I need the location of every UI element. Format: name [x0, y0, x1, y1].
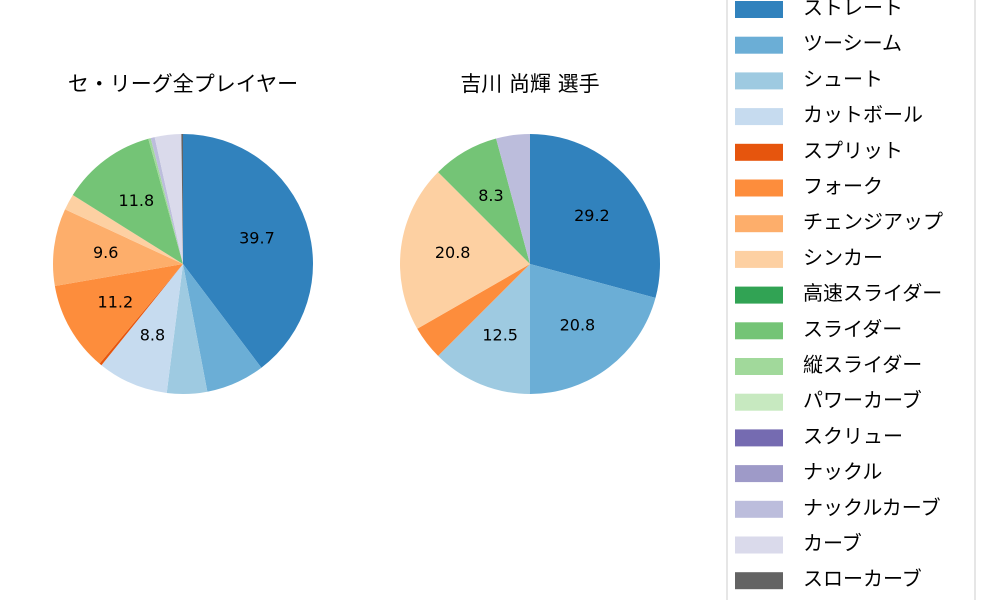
value-label: 8.3 [478, 186, 503, 205]
pie-slice [72, 138, 183, 264]
legend-swatch [735, 429, 783, 447]
legend-label: チェンジアップ [803, 210, 943, 234]
legend-swatch [735, 500, 783, 518]
legend-label: スクリュー [803, 424, 903, 448]
legend-label: パワーカーブ [803, 388, 922, 412]
pie-slice [181, 134, 183, 264]
pie-slice [438, 264, 530, 394]
legend-label: スプリット [803, 138, 903, 162]
legend-swatch [735, 536, 783, 554]
value-label: 20.8 [560, 315, 596, 334]
legend-swatch [735, 215, 783, 233]
chart-title: セ・リーグ全プレイヤー [68, 72, 298, 96]
legend-label: シュート [803, 67, 883, 91]
pie-slice [183, 264, 262, 392]
legend-label: スライダー [803, 317, 902, 341]
value-label: 29.2 [574, 206, 610, 225]
legend-swatch [735, 108, 783, 126]
legend-label: シンカー [803, 245, 883, 269]
pie-slice [148, 138, 183, 264]
pie-slice [65, 195, 183, 264]
pie-slice [496, 134, 530, 264]
value-label: 12.5 [482, 326, 518, 345]
pie-slice [400, 172, 530, 329]
value-label: 11.2 [98, 292, 134, 311]
legend-swatch [735, 572, 783, 590]
legend-swatch [735, 143, 783, 161]
legend-label: ツーシーム [803, 31, 902, 55]
value-label: 8.8 [140, 325, 165, 344]
value-label: 11.8 [119, 191, 155, 210]
pie-slice [530, 264, 656, 394]
legend-swatch [735, 179, 783, 197]
pie-slice [154, 134, 183, 264]
pie-slice [183, 134, 313, 368]
legend-swatch [735, 465, 783, 483]
pie-slice [417, 264, 530, 356]
legend-label: スローカーブ [803, 567, 922, 591]
value-label: 9.6 [93, 243, 118, 262]
legend-swatch [735, 322, 783, 340]
legend-label: フォーク [803, 174, 883, 198]
pie-slice [54, 264, 183, 364]
legend-label: ストレート [803, 0, 903, 20]
legend-label: カットボール [803, 103, 923, 127]
legend-label: カーブ [803, 531, 862, 555]
pie-slice [99, 264, 183, 366]
pie-slice [101, 264, 183, 393]
legend-swatch [735, 72, 783, 90]
legend-swatch [735, 286, 783, 304]
pie-slice [530, 134, 661, 298]
legend-label: 縦スライダー [803, 353, 922, 377]
legend-box [726, 0, 976, 600]
legend-swatch [735, 36, 783, 54]
pie-slice [166, 264, 208, 394]
pie-slice [150, 137, 183, 264]
legend-label: ナックル [803, 460, 882, 484]
value-label: 20.8 [435, 243, 471, 262]
legend-swatch [735, 393, 783, 411]
pie-slice [53, 209, 184, 286]
chart-title: 吉川 尚輝 選手 [460, 72, 599, 96]
value-label: 39.7 [239, 229, 275, 248]
pie-slice [438, 138, 530, 264]
legend-swatch [735, 250, 783, 268]
legend-swatch [735, 1, 783, 18]
legend-label: ナックルカーブ [803, 495, 941, 519]
legend-swatch [735, 358, 783, 375]
legend-label: 高速スライダー [803, 281, 942, 305]
